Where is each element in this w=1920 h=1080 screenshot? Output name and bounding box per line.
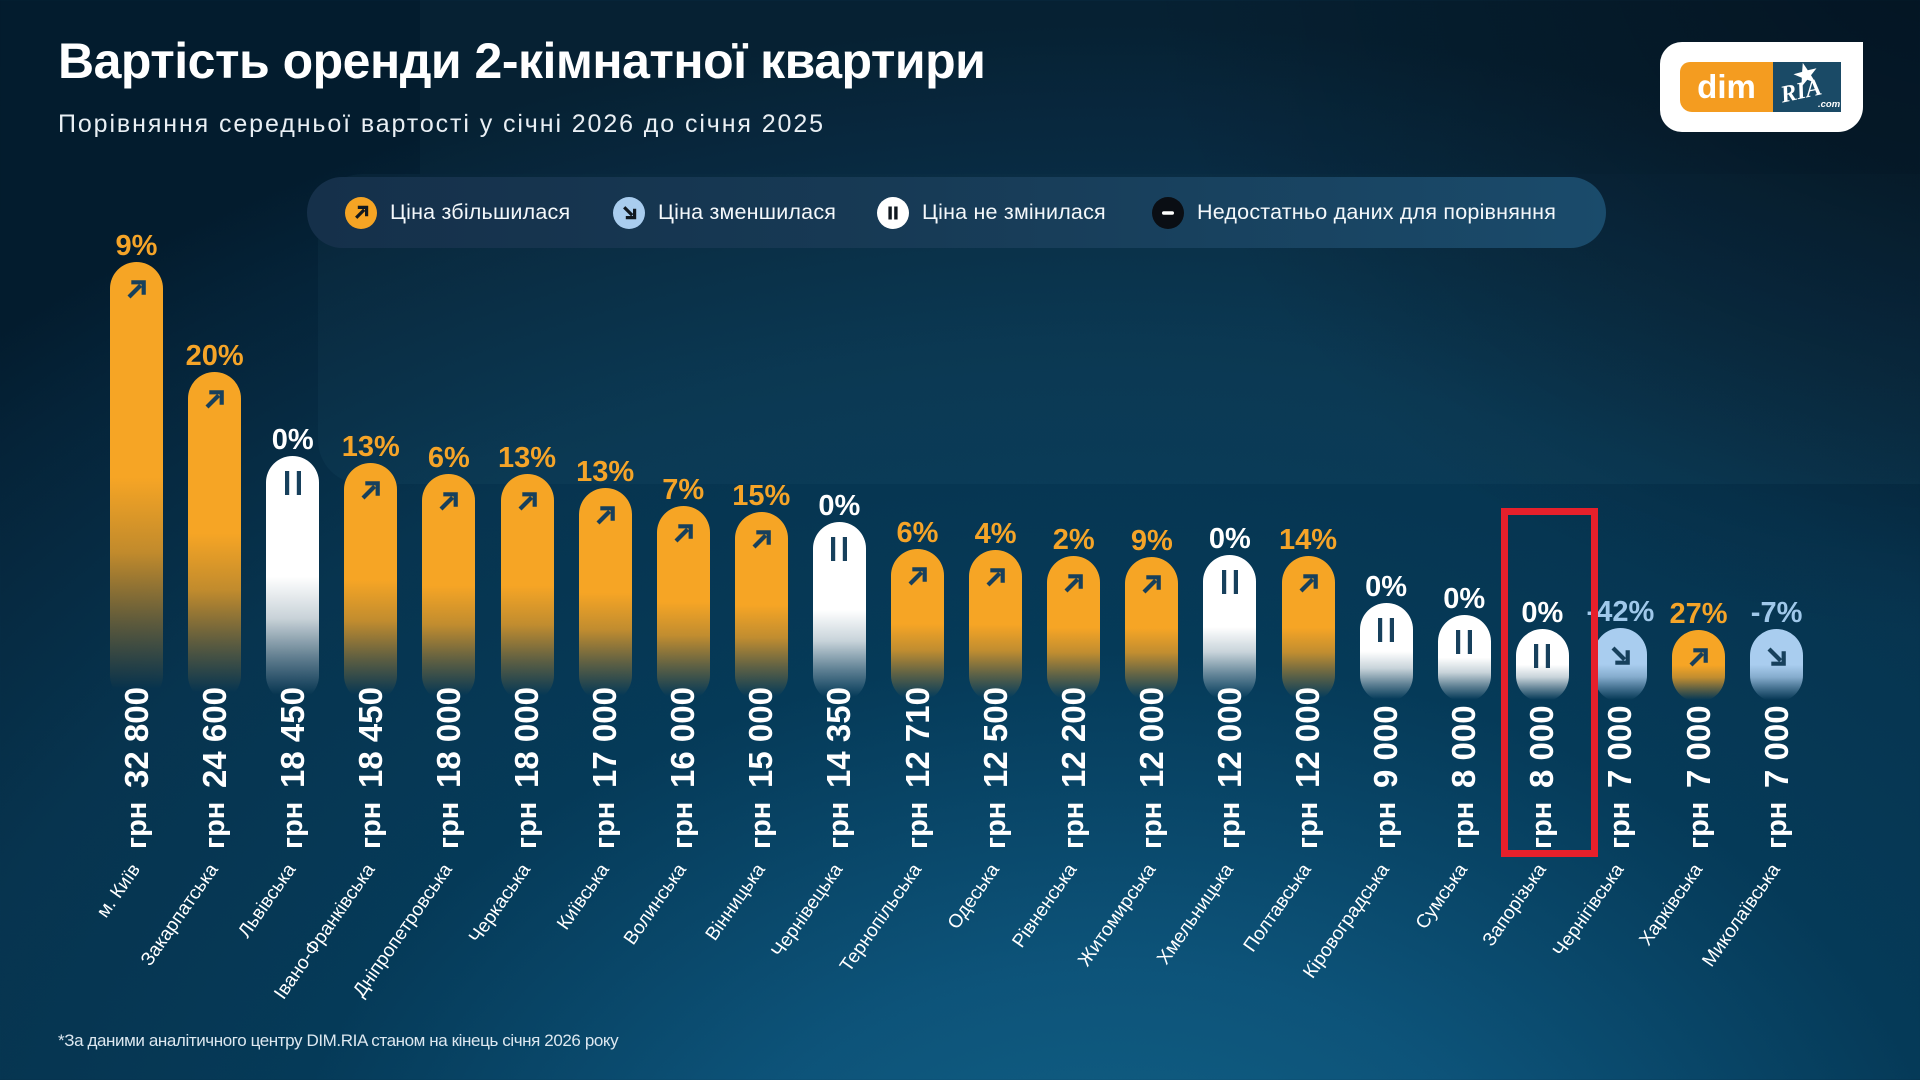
svg-text:.com: .com (1818, 99, 1841, 110)
